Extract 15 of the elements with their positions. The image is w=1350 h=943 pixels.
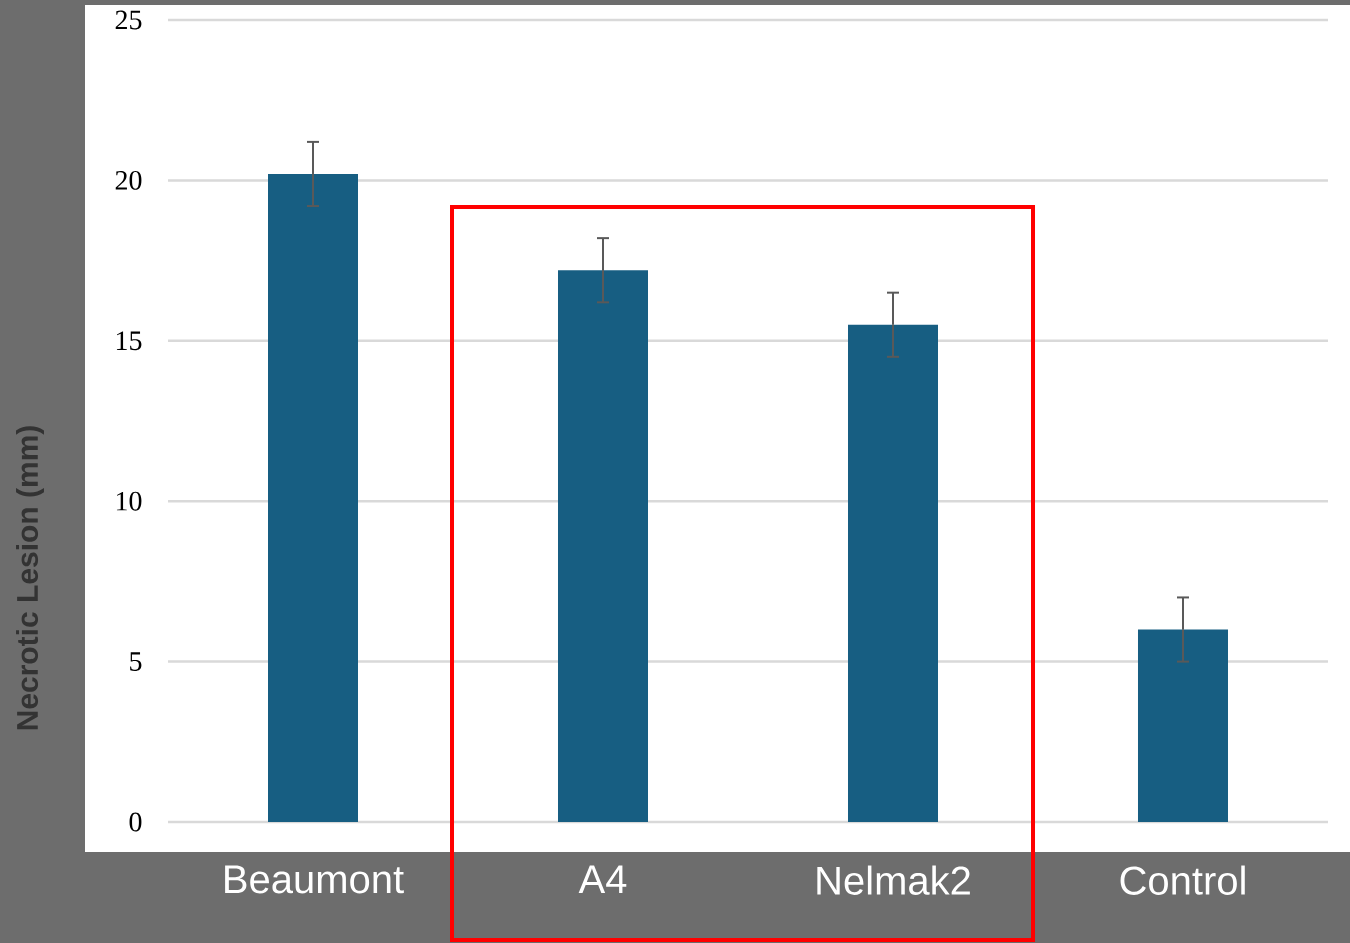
bar [558,270,648,822]
y-tick-label: 10 [116,491,142,511]
y-tick-label: 5 [130,652,142,671]
x-tick-label: Control [1120,865,1245,895]
y-axis-title: Necrotic Lesion (mm) [16,426,44,730]
x-tick-label: A4 [578,865,627,894]
bar [848,324,938,822]
x-tick-label: Nelmak2 [817,865,970,895]
bar [1137,629,1228,822]
x-tick-label: Beaumont [225,865,404,894]
bar [268,173,358,822]
y-tick-label: 20 [115,170,142,190]
y-tick-label: 25 [115,10,142,30]
y-tick-label: 0 [129,812,142,832]
y-tick-label: 15 [116,331,142,351]
